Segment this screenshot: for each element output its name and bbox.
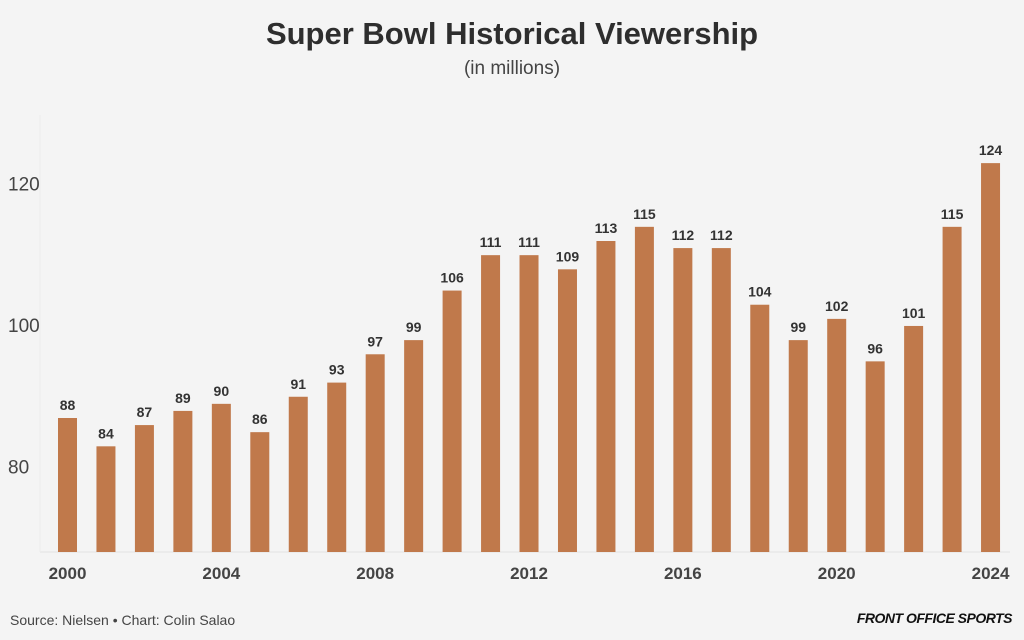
y-tick-label: 80: [8, 458, 29, 479]
data-label-2015: 115: [633, 206, 656, 222]
front-office-sports-logo: FRONT OFFICE SPORTS: [856, 610, 1013, 626]
y-tick-label: 120: [8, 174, 40, 195]
data-label-2004: 90: [214, 383, 230, 399]
data-label-2018: 104: [748, 284, 772, 300]
source-note: Source: Nielsen • Chart: Colin Salao: [10, 612, 236, 628]
data-label-2005: 86: [252, 411, 268, 427]
data-label-2022: 101: [902, 305, 926, 321]
data-label-2006: 91: [290, 376, 306, 392]
bar-2020: [827, 318, 847, 552]
bar-2010: [442, 290, 462, 552]
x-tick-label: 2016: [664, 564, 702, 583]
bar-2016: [673, 248, 693, 552]
bar-2015: [634, 226, 654, 552]
data-label-2019: 99: [790, 319, 806, 335]
bar-2000: [58, 418, 77, 552]
bar-2009: [404, 340, 424, 552]
data-label-2007: 93: [329, 362, 345, 378]
data-label-2002: 87: [137, 404, 153, 420]
data-label-2008: 97: [367, 333, 383, 349]
bar-2007: [327, 382, 347, 552]
chart-title: Super Bowl Historical Viewership: [265, 16, 759, 51]
x-tick-label: 2004: [202, 564, 240, 583]
x-tick-label: 2012: [510, 564, 548, 583]
x-tick-label: 2020: [818, 564, 856, 583]
x-tick-label: 2024: [972, 564, 1010, 583]
bar-2023: [942, 226, 962, 552]
data-label-2023: 115: [941, 206, 964, 222]
data-label-2017: 112: [710, 227, 733, 243]
data-label-2020: 102: [825, 298, 849, 314]
chart-subtitle: (in millions): [463, 58, 561, 79]
bar-2011: [481, 255, 501, 552]
bar-2004: [211, 403, 231, 552]
bar-2017: [711, 248, 731, 552]
bar-2002: [134, 425, 154, 552]
bar-2005: [250, 432, 270, 552]
y-tick-label: 100: [8, 316, 40, 337]
bar-2008: [365, 354, 385, 552]
bar-2001: [96, 446, 116, 552]
bar-2013: [557, 269, 577, 552]
bar-2021: [865, 361, 885, 552]
data-label-2013: 109: [556, 248, 580, 264]
data-label-2024: 124: [979, 142, 1003, 158]
data-label-2009: 99: [406, 319, 422, 335]
data-label-2014: 113: [595, 220, 618, 236]
bar-2006: [288, 396, 308, 552]
data-label-2003: 89: [175, 390, 191, 406]
data-label-2012: 111: [518, 234, 540, 250]
bar-2003: [173, 410, 193, 552]
bar-2024: [981, 163, 1001, 552]
x-tick-label: 2008: [356, 564, 394, 583]
bar-2022: [904, 325, 924, 552]
bar-2012: [519, 255, 539, 552]
bar-2014: [596, 241, 616, 552]
x-tick-label: 2000: [49, 564, 87, 583]
bar-2018: [750, 304, 770, 552]
data-label-2000: 88: [60, 397, 76, 413]
bar-2019: [788, 340, 808, 552]
data-label-2010: 106: [440, 270, 464, 286]
data-label-2001: 84: [98, 425, 114, 441]
data-label-2011: 111: [480, 234, 502, 250]
data-label-2016: 112: [672, 227, 695, 243]
data-label-2021: 96: [867, 340, 883, 356]
